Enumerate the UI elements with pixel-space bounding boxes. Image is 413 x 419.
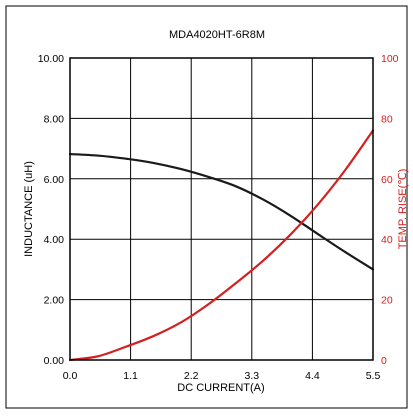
y-right-tick-label: 20 bbox=[381, 295, 393, 307]
y-right-tick-label: 60 bbox=[381, 174, 393, 186]
plot-area-border bbox=[69, 57, 374, 361]
y-left-tick-label: 6.00 bbox=[44, 174, 65, 186]
y-right-tick-label: 100 bbox=[381, 53, 399, 65]
y-right-tick-label: 0 bbox=[381, 355, 387, 367]
y-left-tick-label: 10.00 bbox=[38, 53, 64, 65]
y-right-tick-label: 40 bbox=[381, 234, 393, 246]
y-left-tick-label: 2.00 bbox=[44, 295, 65, 307]
y-left-tick-label: 4.00 bbox=[44, 234, 65, 246]
x-tick-label: 0.0 bbox=[63, 370, 78, 382]
x-tick-label: 3.3 bbox=[244, 370, 259, 382]
y-left-tick-label: 0.00 bbox=[44, 355, 65, 367]
tick-labels: 0.0 1.1 2.2 3.3 4.4 5.5 0.00 2.00 4.00 6.00 8.00 10… bbox=[38, 53, 399, 382]
grid bbox=[70, 58, 373, 360]
x-tick-label: 5.5 bbox=[366, 370, 381, 382]
y-axis-right-label: TEMP. RISE(℃) bbox=[397, 169, 409, 250]
series-group bbox=[68, 129, 375, 362]
x-axis-label: DC CURRENT(A) bbox=[177, 382, 264, 394]
x-tick-label: 4.4 bbox=[305, 370, 320, 382]
outer-frame bbox=[5, 5, 408, 409]
inductance-curve bbox=[68, 152, 375, 271]
x-tick-label: 2.2 bbox=[184, 370, 199, 382]
y-axis-left-label: INDUCTANCE (uH) bbox=[23, 161, 35, 257]
temp-rise-curve bbox=[68, 129, 375, 362]
x-tick-label: 1.1 bbox=[123, 370, 138, 382]
chart-title: MDA4020HT-6R8M bbox=[169, 29, 265, 41]
y-left-tick-label: 8.00 bbox=[44, 113, 65, 125]
y-right-tick-label: 80 bbox=[381, 113, 393, 125]
